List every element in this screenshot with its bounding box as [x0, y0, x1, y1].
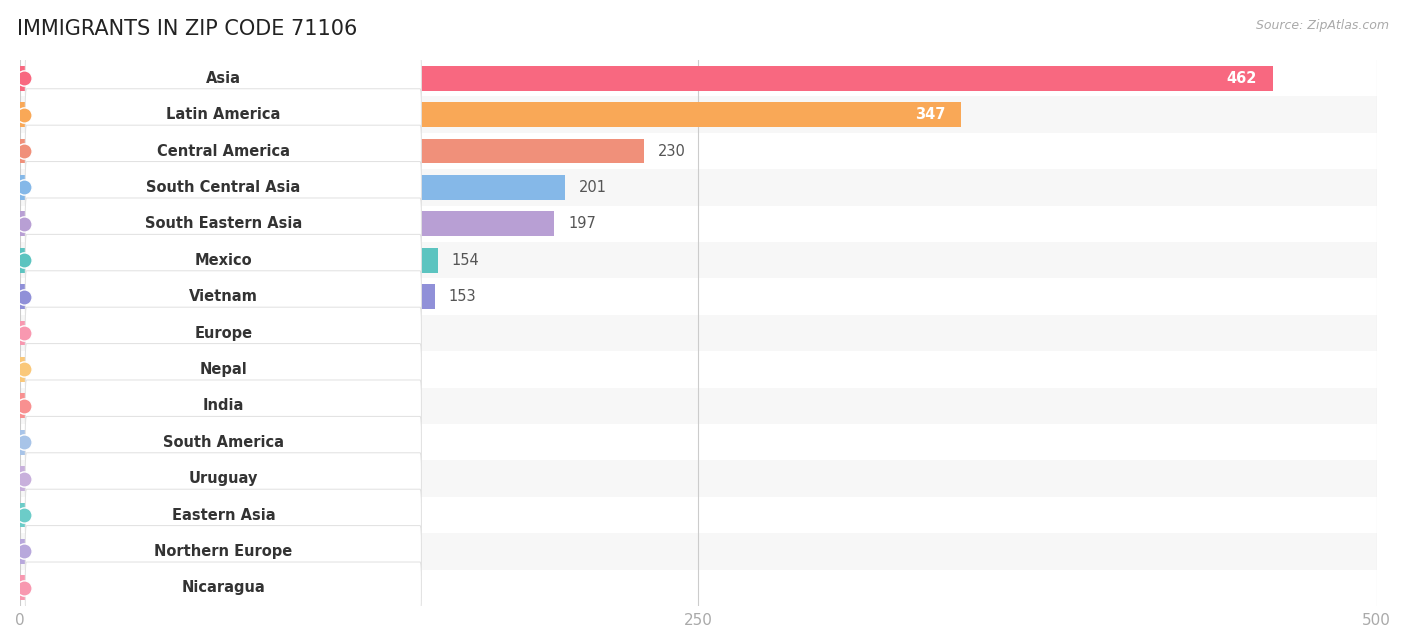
FancyBboxPatch shape [25, 453, 422, 505]
Text: Central America: Central America [157, 143, 290, 159]
FancyBboxPatch shape [25, 198, 422, 249]
Bar [20, 570, 1376, 606]
Bar [20, 278, 1376, 315]
Text: 80: 80 [250, 435, 269, 449]
Text: South Central Asia: South Central Asia [146, 180, 301, 195]
FancyBboxPatch shape [25, 417, 422, 468]
Bar [20, 460, 1376, 497]
Text: 154: 154 [451, 253, 479, 267]
Bar [20, 315, 1376, 351]
Bar [20, 539, 194, 564]
Text: 92: 92 [283, 362, 302, 377]
FancyBboxPatch shape [25, 125, 422, 177]
Text: South America: South America [163, 435, 284, 449]
Text: Source: ZipAtlas.com: Source: ZipAtlas.com [1256, 19, 1389, 32]
Bar [20, 497, 1376, 533]
Bar [20, 575, 186, 600]
Bar [20, 206, 1376, 242]
FancyBboxPatch shape [25, 52, 422, 104]
Bar [20, 248, 437, 273]
Bar [20, 102, 962, 127]
Text: 122: 122 [364, 325, 392, 341]
Bar [20, 388, 1376, 424]
Bar [20, 212, 554, 236]
Bar [20, 175, 565, 200]
Text: Mexico: Mexico [194, 253, 252, 267]
Text: Asia: Asia [205, 71, 240, 86]
Text: Eastern Asia: Eastern Asia [172, 507, 276, 523]
Text: 77: 77 [242, 471, 262, 486]
Text: Northern Europe: Northern Europe [155, 544, 292, 559]
Text: 64: 64 [207, 544, 225, 559]
Text: India: India [202, 399, 245, 413]
FancyBboxPatch shape [25, 489, 422, 541]
Text: Nicaragua: Nicaragua [181, 581, 266, 595]
Bar [20, 394, 239, 418]
Bar [20, 321, 352, 345]
Bar [20, 60, 1376, 96]
Bar [20, 284, 434, 309]
Text: 201: 201 [579, 180, 607, 195]
Bar [20, 66, 1274, 91]
Text: 197: 197 [568, 216, 596, 231]
FancyBboxPatch shape [25, 343, 422, 395]
Bar [20, 424, 1376, 460]
FancyBboxPatch shape [25, 380, 422, 431]
Bar [20, 169, 1376, 206]
Text: South Eastern Asia: South Eastern Asia [145, 216, 302, 231]
Bar [20, 351, 1376, 388]
Text: 230: 230 [658, 143, 685, 159]
FancyBboxPatch shape [25, 235, 422, 286]
FancyBboxPatch shape [25, 307, 422, 359]
Bar [20, 96, 1376, 133]
Text: Europe: Europe [194, 325, 253, 341]
Bar [20, 133, 1376, 169]
Bar [20, 533, 1376, 570]
Text: 61: 61 [198, 581, 218, 595]
Text: 81: 81 [253, 399, 271, 413]
Bar [20, 503, 194, 527]
Text: 64: 64 [207, 507, 225, 523]
Bar [20, 357, 270, 382]
Text: Vietnam: Vietnam [188, 289, 257, 304]
Text: 153: 153 [449, 289, 477, 304]
FancyBboxPatch shape [25, 161, 422, 213]
FancyBboxPatch shape [25, 89, 422, 140]
Text: 347: 347 [915, 107, 945, 122]
Bar [20, 139, 644, 163]
Bar [20, 466, 229, 491]
Bar [20, 242, 1376, 278]
Text: 462: 462 [1227, 71, 1257, 86]
Text: Uruguay: Uruguay [188, 471, 259, 486]
Text: Latin America: Latin America [166, 107, 281, 122]
FancyBboxPatch shape [25, 271, 422, 323]
FancyBboxPatch shape [25, 525, 422, 577]
Text: Nepal: Nepal [200, 362, 247, 377]
Bar [20, 430, 236, 455]
Text: IMMIGRANTS IN ZIP CODE 71106: IMMIGRANTS IN ZIP CODE 71106 [17, 19, 357, 39]
FancyBboxPatch shape [25, 562, 422, 613]
